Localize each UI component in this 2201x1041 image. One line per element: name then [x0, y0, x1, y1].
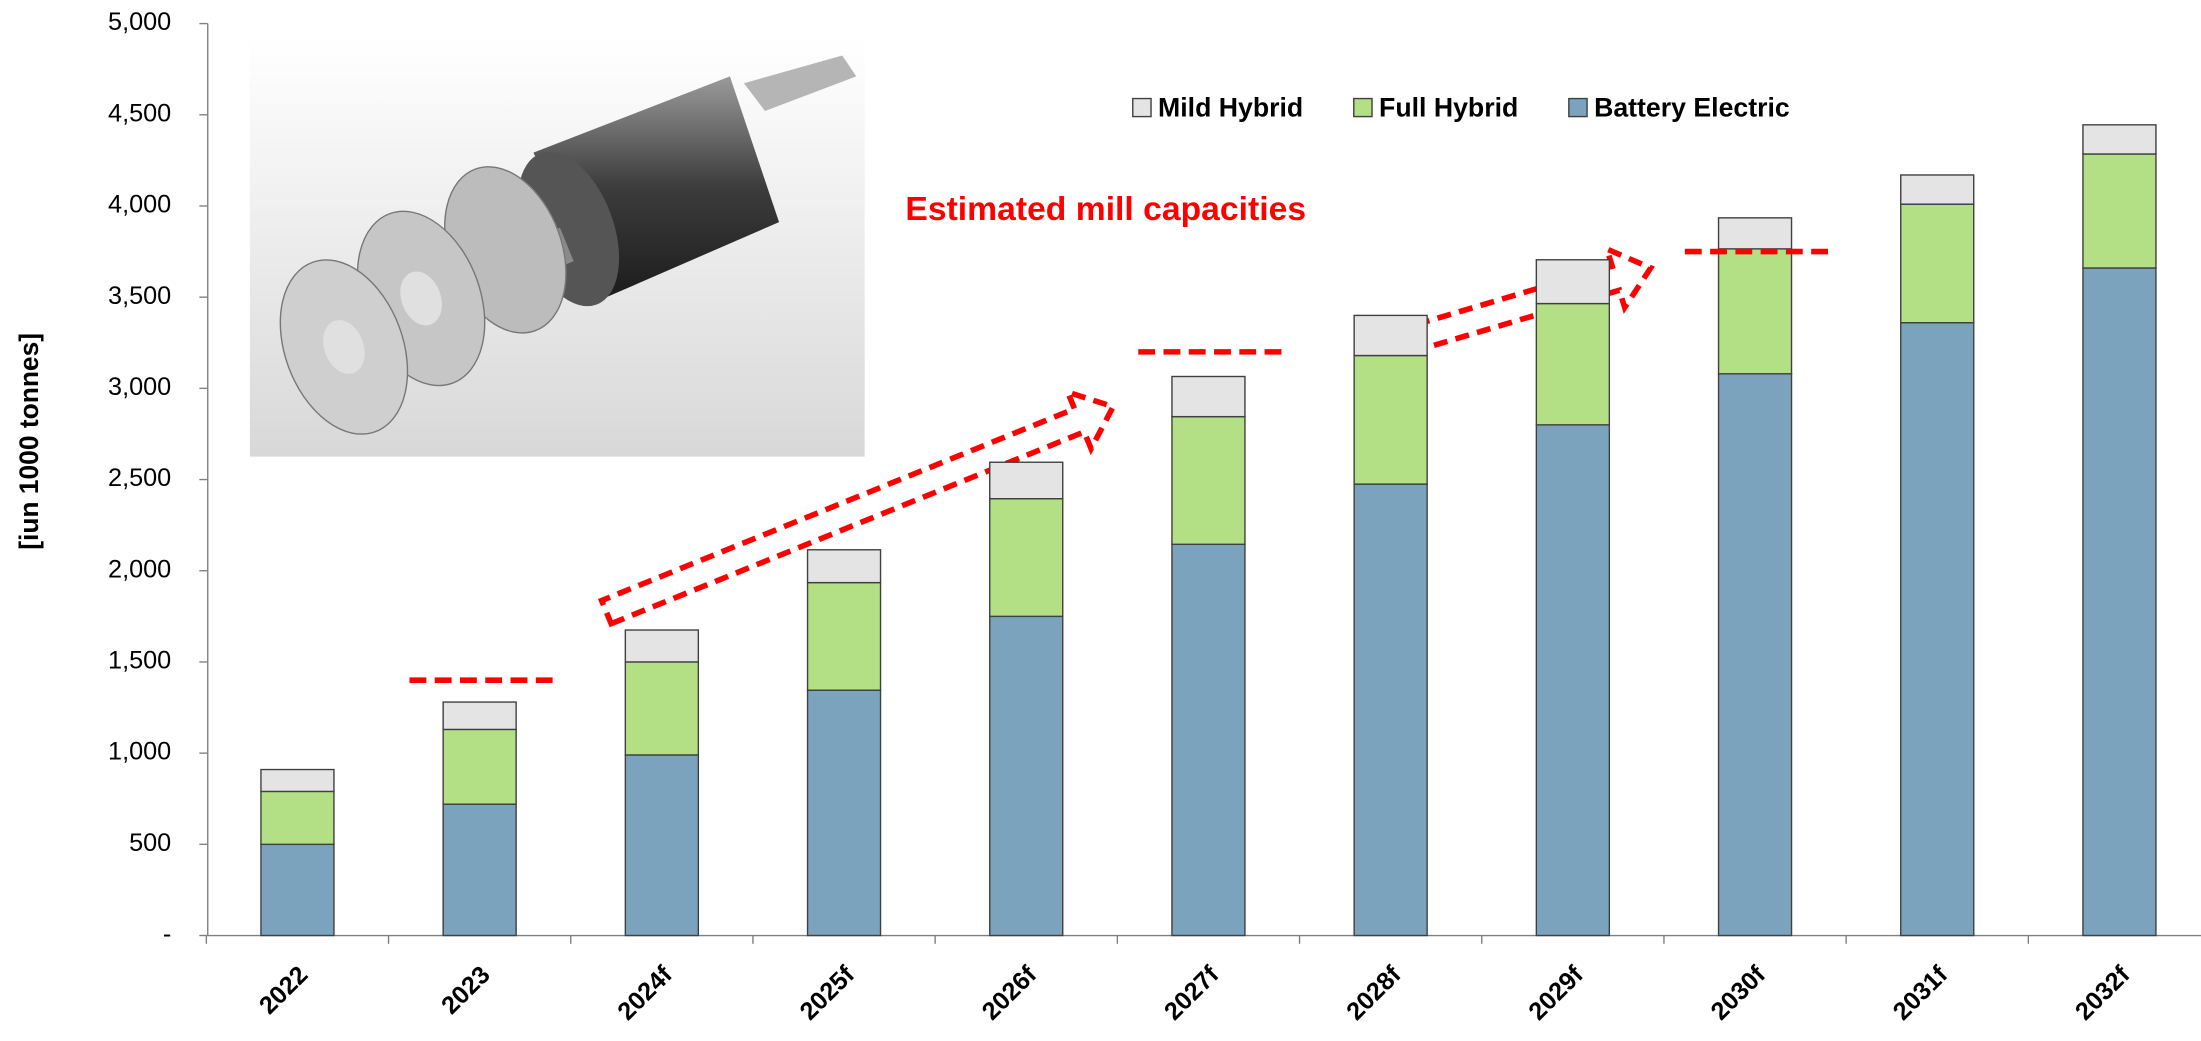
- legend-swatch: [1132, 97, 1152, 118]
- x-tick-label: 2031f: [1888, 960, 1954, 1025]
- bar-segment: [624, 629, 700, 663]
- bar-segment: [1353, 354, 1428, 485]
- bar-segment: [989, 498, 1064, 618]
- y-tick-label: 3,500: [108, 282, 171, 310]
- y-tick-label: 2,500: [108, 464, 171, 492]
- x-tick-label: 2025f: [794, 960, 860, 1025]
- bar-segment: [989, 615, 1064, 937]
- x-tick-label: 2030f: [1705, 960, 1771, 1025]
- bar-segment: [1535, 259, 1611, 305]
- bar-segment: [1171, 543, 1246, 937]
- y-tick-label: 2,000: [108, 555, 171, 583]
- bar-segment: [1717, 248, 1793, 375]
- bar-segment: [1900, 174, 1975, 205]
- bar-segment: [806, 581, 882, 691]
- bar-segment: [1535, 424, 1611, 937]
- bar-segment: [1353, 314, 1428, 357]
- y-tick-label: -: [163, 920, 171, 948]
- annotation: Estimated mill capacities: [905, 191, 1306, 228]
- bar-segment: [260, 768, 335, 793]
- bar-segment: [442, 803, 517, 937]
- x-tick-label: 2029f: [1523, 960, 1589, 1025]
- bar-segment: [260, 790, 335, 846]
- bar-segment: [2082, 124, 2157, 155]
- x-tick-label: 2028f: [1341, 960, 1407, 1025]
- x-tick-label: 2022: [254, 961, 314, 1020]
- bar-segment: [1717, 217, 1793, 250]
- bar-segment: [260, 843, 335, 937]
- bar-segment: [1535, 302, 1611, 426]
- bar-segment: [1171, 415, 1246, 545]
- legend-label: Mild Hybrid: [1158, 93, 1303, 123]
- bar-segment: [2082, 267, 2157, 937]
- bar-segment: [1353, 483, 1428, 937]
- y-axis-title: [iun 1000 tonnes]: [14, 333, 44, 550]
- bar-segment: [1717, 373, 1793, 937]
- y-tick-label: 1,500: [108, 647, 171, 675]
- bar-segment: [442, 728, 517, 805]
- legend-swatch: [1353, 97, 1373, 118]
- x-tick-label: 2023: [436, 961, 496, 1020]
- y-tick-label: 5,000: [108, 8, 171, 36]
- y-tick-label: 1,000: [108, 738, 171, 766]
- bar-segment: [806, 689, 882, 937]
- bar-segment: [624, 754, 700, 937]
- legend-label: Battery Electric: [1594, 93, 1790, 123]
- bar-segment: [989, 461, 1064, 500]
- bar-segment: [806, 549, 882, 584]
- bar-segment: [2082, 153, 2157, 269]
- x-tick-label: 2032f: [2070, 960, 2136, 1025]
- x-tick-label: 2024f: [612, 960, 678, 1025]
- bar-segment: [1171, 375, 1246, 418]
- y-tick-label: 500: [129, 829, 171, 857]
- y-tick-label: 4,000: [108, 191, 171, 219]
- y-tick-label: 4,500: [108, 100, 171, 128]
- x-tick-label: 2027f: [1159, 960, 1225, 1025]
- bar-segment: [624, 661, 700, 756]
- y-tick-label: 3,000: [108, 373, 171, 401]
- legend-label: Full Hybrid: [1379, 93, 1518, 123]
- bar-segment: [1900, 203, 1975, 324]
- bar-segment: [442, 701, 517, 731]
- bar-segment: [1900, 322, 1975, 937]
- legend-swatch: [1568, 97, 1588, 118]
- trend-arrow: [597, 387, 1118, 628]
- rotor-image: [249, 37, 865, 457]
- x-tick-label: 2026f: [977, 960, 1043, 1025]
